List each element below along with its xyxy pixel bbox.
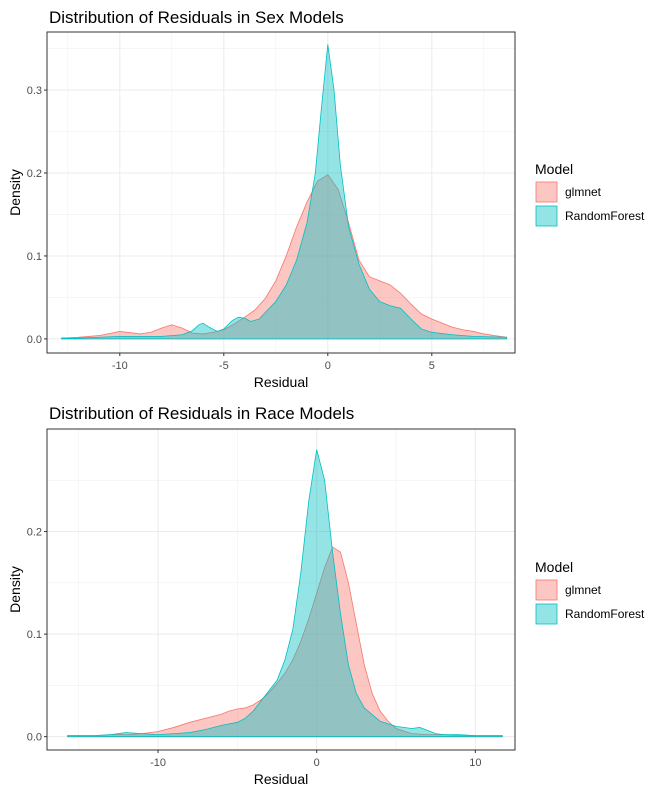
x-tick-label: 0 xyxy=(325,360,331,372)
x-axis-title: Residual xyxy=(254,374,308,390)
legend: Model glmnet RandomForest xyxy=(535,559,645,625)
legend-key-glmnet xyxy=(535,579,558,601)
chart-1: Distribution of Residuals in Sex Models 0… xyxy=(7,8,645,390)
y-tick-label: 0.0 xyxy=(27,334,42,346)
y-tick-label: 0.0 xyxy=(27,732,42,744)
x-tick-label: -5 xyxy=(219,360,229,372)
panel-border xyxy=(46,31,516,354)
y-tick-label: 0.3 xyxy=(27,85,42,97)
legend: Model glmnet RandomForest xyxy=(535,161,645,227)
chart-2: Distribution of Residuals in Race Models… xyxy=(7,404,645,787)
panel-border xyxy=(46,428,516,751)
y-tick-label: 0.2 xyxy=(27,527,42,539)
x-tick-label: -10 xyxy=(150,757,166,769)
legend-label-randomforest: RandomForest xyxy=(565,607,645,621)
chart-title: Distribution of Residuals in Sex Models xyxy=(49,8,344,27)
legend-title: Model xyxy=(535,559,573,575)
x-tick-label: 0 xyxy=(314,757,320,769)
legend-label-randomforest: RandomForest xyxy=(565,209,645,223)
x-tick-label: -10 xyxy=(112,360,128,372)
density-area-randomforest xyxy=(67,449,503,738)
x-tick-label: 10 xyxy=(469,757,481,769)
chart-title: Distribution of Residuals in Race Models xyxy=(49,404,354,423)
x-tick-label: 5 xyxy=(429,360,435,372)
y-axis-title: Density xyxy=(7,566,23,613)
y-tick-label: 0.1 xyxy=(27,629,42,641)
x-axis-title: Residual xyxy=(254,771,308,787)
legend-key-randomforest xyxy=(535,205,558,227)
legend-key-glmnet xyxy=(535,181,558,203)
legend-key-randomforest xyxy=(535,603,558,625)
density-area-randomforest xyxy=(61,44,508,340)
legend-title: Model xyxy=(535,161,573,177)
y-tick-label: 0.1 xyxy=(27,251,42,263)
legend-label-glmnet: glmnet xyxy=(565,583,602,597)
y-axis-title: Density xyxy=(7,169,23,216)
y-tick-label: 0.2 xyxy=(27,168,42,180)
grid xyxy=(47,429,515,750)
density-area-glmnet xyxy=(67,546,503,738)
legend-label-glmnet: glmnet xyxy=(565,185,602,199)
density-area-glmnet xyxy=(61,174,508,340)
